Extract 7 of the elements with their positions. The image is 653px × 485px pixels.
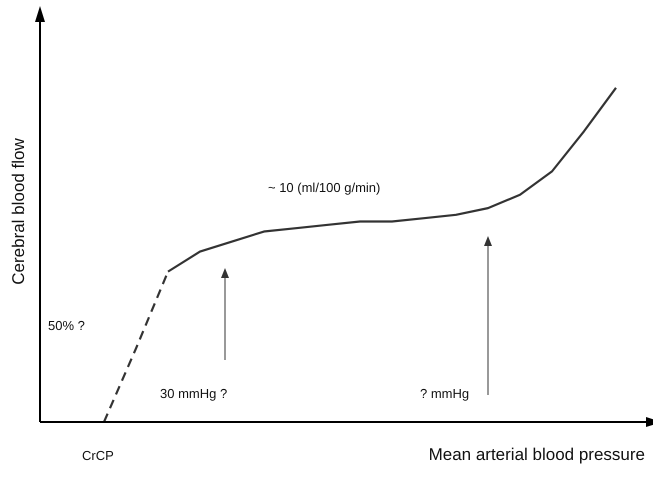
annotation: 30 mmHg ? [160,386,228,401]
annotation: ? mmHg [420,386,470,401]
text: CrCP [82,448,114,463]
annotation: 50% ? [48,318,85,333]
x-axis-title: Mean arterial blood pressure [428,445,645,464]
y-axis-title: Cerebral blood flow [9,138,28,285]
annotation: ~ 10 (ml/100 g/min) [268,180,380,195]
